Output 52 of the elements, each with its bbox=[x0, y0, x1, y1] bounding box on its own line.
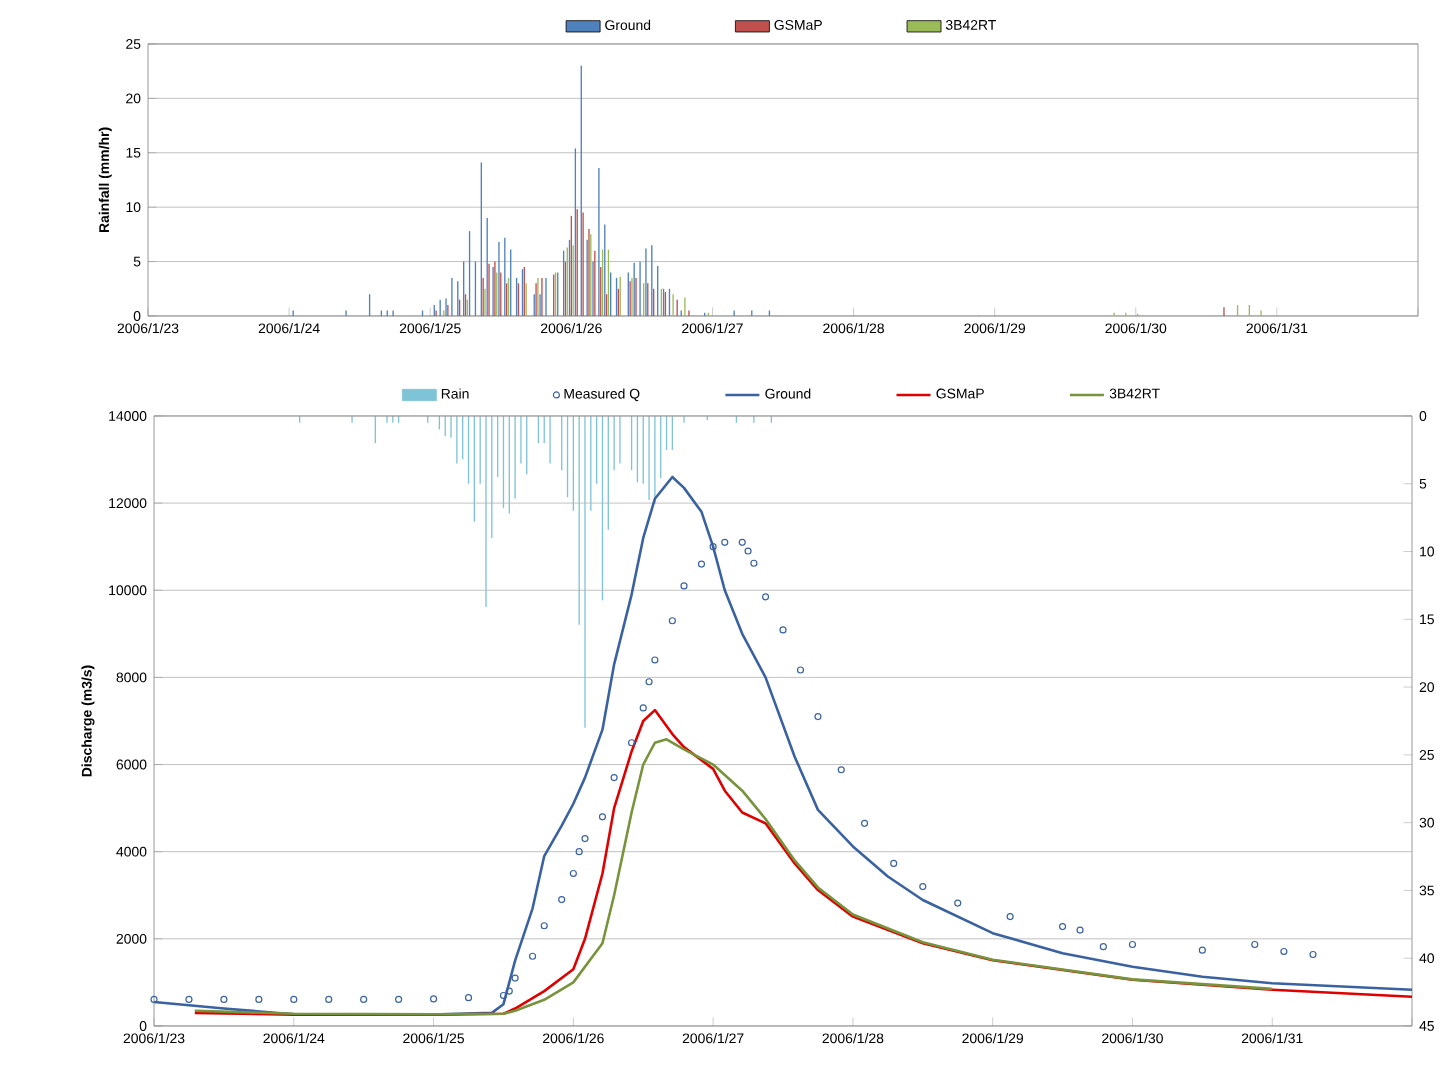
point bbox=[651, 656, 659, 664]
point bbox=[581, 835, 589, 843]
point bbox=[697, 560, 706, 568]
point bbox=[569, 869, 577, 878]
point bbox=[1006, 913, 1014, 921]
point bbox=[528, 952, 537, 960]
point bbox=[1076, 926, 1084, 934]
point bbox=[890, 859, 898, 868]
point bbox=[255, 995, 263, 1003]
point bbox=[220, 995, 228, 1003]
point bbox=[954, 899, 962, 907]
point bbox=[598, 813, 607, 821]
point bbox=[575, 848, 583, 856]
point bbox=[680, 582, 688, 590]
point bbox=[744, 547, 752, 555]
point bbox=[919, 882, 927, 891]
point bbox=[395, 995, 403, 1003]
point bbox=[639, 704, 647, 712]
point bbox=[709, 543, 717, 551]
point bbox=[511, 974, 519, 982]
point bbox=[290, 995, 298, 1003]
point bbox=[761, 593, 770, 601]
point bbox=[721, 538, 729, 546]
point bbox=[1280, 947, 1288, 956]
point bbox=[628, 739, 636, 747]
point bbox=[814, 713, 822, 721]
point bbox=[668, 617, 676, 625]
point bbox=[610, 774, 618, 782]
point bbox=[505, 987, 513, 995]
point bbox=[360, 995, 368, 1003]
point bbox=[558, 896, 566, 904]
point bbox=[540, 922, 548, 930]
point bbox=[1058, 923, 1067, 931]
line-series bbox=[193, 737, 1274, 1016]
point bbox=[185, 995, 193, 1003]
point bbox=[1309, 950, 1317, 959]
point bbox=[860, 819, 869, 827]
point bbox=[429, 995, 438, 1003]
point bbox=[750, 559, 758, 567]
point bbox=[796, 666, 805, 674]
point bbox=[499, 991, 508, 1000]
point bbox=[464, 994, 473, 1002]
point bbox=[1198, 946, 1206, 954]
point bbox=[1251, 940, 1259, 949]
point bbox=[645, 678, 653, 686]
point bbox=[325, 995, 333, 1003]
line-series bbox=[193, 708, 1414, 1016]
point bbox=[837, 766, 845, 774]
point bbox=[738, 538, 746, 546]
point bbox=[779, 626, 787, 634]
point bbox=[1099, 943, 1107, 951]
point bbox=[1128, 940, 1137, 949]
